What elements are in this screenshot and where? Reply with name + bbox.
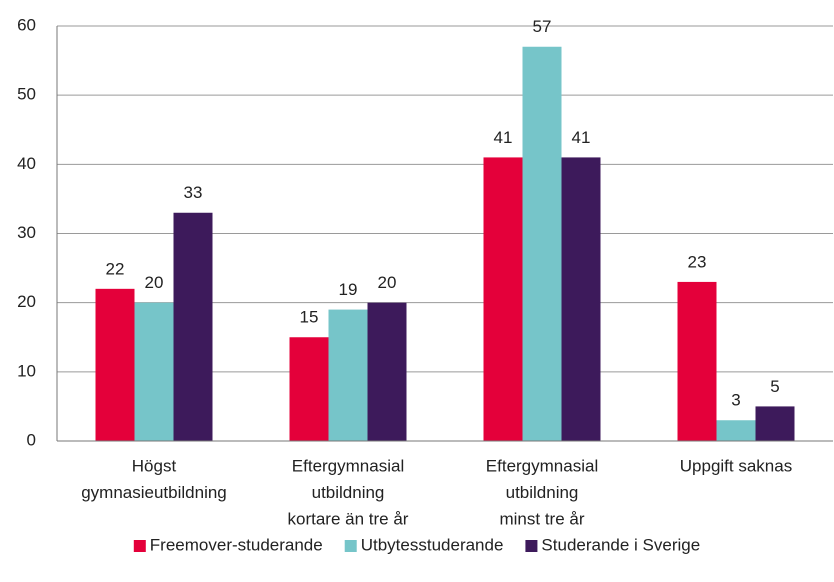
data-label: 5 (770, 377, 779, 396)
bar (716, 420, 756, 441)
x-tick-label: Uppgift saknas (680, 456, 792, 475)
data-label: 22 (106, 259, 125, 278)
y-tick-label: 50 (17, 85, 36, 104)
y-tick-label: 0 (27, 430, 36, 449)
data-label: 33 (184, 183, 203, 202)
x-tick-label: Högst (132, 456, 177, 475)
legend-label: Utbytesstuderande (361, 535, 504, 554)
bar (134, 302, 174, 441)
bar (173, 212, 213, 441)
bar (95, 288, 135, 441)
x-tick-label: gymnasieutbildning (81, 483, 227, 502)
data-label: 15 (300, 308, 319, 327)
bar (755, 406, 795, 441)
legend-swatch (344, 540, 357, 552)
bar (561, 157, 601, 441)
y-tick-label: 60 (17, 15, 36, 34)
legend-label: Freemover-studerande (150, 535, 323, 554)
data-label: 41 (572, 128, 591, 147)
legend-label: Studerande i Sverige (541, 535, 700, 554)
bar (367, 302, 407, 441)
bar (522, 46, 562, 441)
legend-swatch (133, 540, 146, 552)
x-tick-label: kortare än tre år (288, 509, 409, 528)
x-tick-label: Eftergymnasial (486, 456, 598, 475)
data-label: 23 (688, 252, 707, 271)
data-label: 19 (339, 280, 358, 299)
bar (677, 281, 717, 441)
x-tick-label: Eftergymnasial (292, 456, 404, 475)
x-tick-label: minst tre år (499, 509, 584, 528)
bar (483, 157, 523, 441)
y-tick-label: 10 (17, 361, 36, 380)
legend-swatch (525, 540, 538, 552)
data-label: 41 (494, 128, 513, 147)
y-tick-label: 30 (17, 223, 36, 242)
y-tick-label: 20 (17, 292, 36, 311)
data-label: 3 (731, 391, 740, 410)
bar (328, 309, 368, 441)
x-tick-label: utbildning (506, 483, 579, 502)
data-label: 20 (145, 273, 164, 292)
x-tick-label: utbildning (312, 483, 385, 502)
data-label: 20 (378, 273, 397, 292)
data-label: 57 (533, 17, 552, 36)
y-tick-label: 40 (17, 154, 36, 173)
bar (289, 337, 329, 441)
